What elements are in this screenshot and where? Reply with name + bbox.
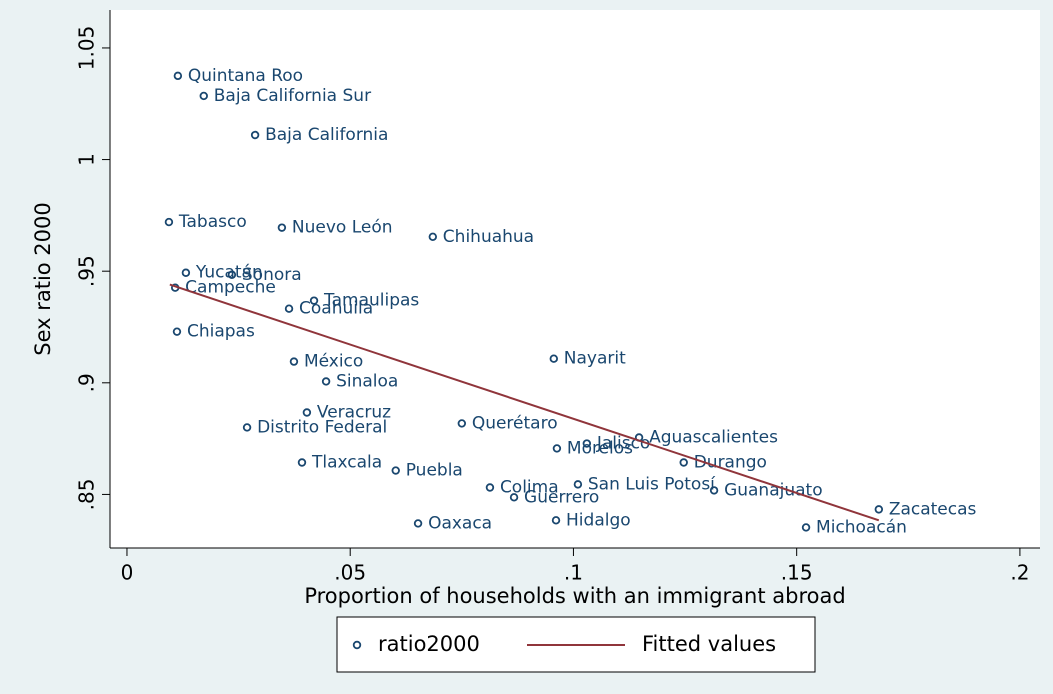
- point-label: Oaxaca: [428, 513, 492, 533]
- point-label: Zacatecas: [889, 499, 977, 519]
- legend-label: ratio2000: [378, 632, 480, 656]
- point: [250, 130, 260, 140]
- point: [549, 354, 558, 363]
- point-label: Guanajuato: [724, 480, 823, 500]
- point-label: Quintana Roo: [188, 66, 303, 86]
- point-label: Morelos: [567, 438, 633, 458]
- point: [173, 71, 183, 81]
- y-tick-label: 1.05: [75, 26, 99, 71]
- point-label: Coahuila: [299, 299, 373, 319]
- point-label: Baja California Sur: [214, 86, 371, 106]
- point-label: Nuevo León: [292, 218, 393, 238]
- point: [428, 232, 437, 242]
- x-tick-label: .05: [334, 561, 366, 585]
- point: [874, 505, 884, 514]
- legend-swatch: [352, 640, 362, 650]
- point: [284, 304, 294, 313]
- point-label: Colima: [500, 478, 559, 498]
- y-tick-label: .95: [75, 255, 99, 287]
- x-tick-label: .2: [1010, 561, 1029, 585]
- point: [391, 466, 400, 475]
- x-axis-title: Proportion of households with an immigra…: [304, 584, 845, 608]
- point: [582, 439, 592, 448]
- x-tick-label: .15: [781, 561, 813, 585]
- point-label: Puebla: [406, 461, 463, 481]
- point-label: Jalisco: [596, 434, 650, 454]
- point-label: Tamaulipas: [323, 291, 419, 311]
- fit-line: [169, 283, 880, 522]
- point-label: Baja California: [265, 125, 388, 145]
- point-label: Aguascalientes: [649, 427, 778, 447]
- point-label: Campeche: [185, 278, 276, 298]
- point: [302, 408, 312, 417]
- point: [509, 493, 519, 502]
- point-label: México: [304, 352, 363, 372]
- point-label: Veracruz: [317, 402, 391, 422]
- y-tick-label: .9: [75, 373, 99, 392]
- point: [297, 458, 307, 467]
- point: [679, 458, 688, 467]
- point: [227, 270, 237, 279]
- y-axis-title: Sex ratio 2000: [31, 202, 55, 356]
- point: [573, 480, 583, 489]
- point: [181, 268, 191, 277]
- point-label: Nayarit: [564, 349, 626, 369]
- point: [242, 423, 252, 432]
- point-label: Guerrero: [524, 487, 599, 507]
- point-label: Sinaloa: [336, 371, 398, 391]
- y-tick-label: .85: [75, 479, 99, 511]
- point-label: Querétaro: [472, 413, 558, 433]
- point-label: Michoacán: [816, 517, 907, 537]
- point: [172, 327, 182, 336]
- point: [552, 444, 562, 453]
- plot-area: [110, 10, 1040, 548]
- point: [289, 357, 299, 366]
- point: [277, 223, 287, 232]
- x-tick-label: 0: [121, 561, 134, 585]
- point: [164, 217, 174, 227]
- point: [485, 483, 495, 492]
- point-label: Sonora: [242, 265, 302, 285]
- point-label: Durango: [694, 453, 767, 473]
- point-label: Chiapas: [187, 322, 255, 342]
- point: [709, 486, 719, 495]
- point-label: Tlaxcala: [311, 453, 382, 473]
- point-label: Distrito Federal: [257, 417, 387, 437]
- point-label: Hidalgo: [566, 510, 631, 530]
- point-label: San Luis Potosí: [588, 474, 716, 494]
- point: [309, 296, 319, 305]
- point: [551, 516, 561, 525]
- legend-label: Fitted values: [642, 632, 776, 656]
- point: [321, 377, 331, 386]
- point: [199, 91, 208, 101]
- x-tick-label: .1: [564, 561, 583, 585]
- point-label: Tabasco: [178, 212, 247, 232]
- y-tick-label: 1: [75, 153, 99, 166]
- point: [457, 419, 467, 428]
- point: [801, 523, 811, 532]
- point-label: Chihuahua: [443, 227, 534, 247]
- point: [413, 519, 423, 528]
